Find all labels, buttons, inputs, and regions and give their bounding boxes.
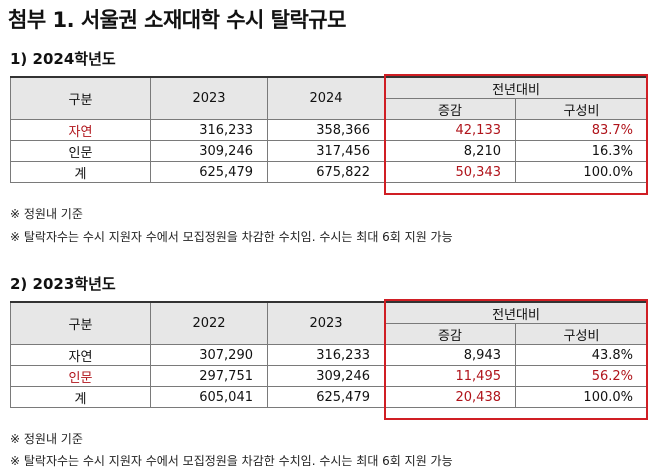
header-group: 전년대비 [384, 76, 648, 99]
table-row: 자연 316,233 358,366 42,133 83.7% [10, 119, 648, 141]
header-change: 증감 [384, 323, 516, 345]
header-year-b: 2023 [267, 301, 385, 345]
cell-change: 20,438 [384, 386, 516, 408]
row-label: 계 [10, 386, 151, 408]
cell-year-b: 358,366 [267, 119, 385, 141]
table-2024: 구분 2023 2024 전년대비 증감 구성비 자연 316,233 358,… [10, 76, 648, 183]
header-year-a: 2022 [150, 301, 268, 345]
cell-share: 83.7% [515, 119, 648, 141]
cell-year-b: 625,479 [267, 386, 385, 408]
cell-share: 16.3% [515, 140, 648, 162]
cell-year-a: 309,246 [150, 140, 268, 162]
table-2023: 구분 2022 2023 전년대비 증감 구성비 자연 307,290 316,… [10, 301, 648, 408]
note-definition: ※ 탈락자수는 수시 지원자 수에서 모집정원을 차감한 수치임. 수시는 최대… [10, 454, 453, 468]
cell-year-a: 297,751 [150, 365, 268, 387]
cell-change: 50,343 [384, 161, 516, 183]
note-basis: ※ 정원내 기준 [10, 432, 83, 446]
row-label: 인문 [10, 365, 151, 387]
table-row: 계 625,479 675,822 50,343 100.0% [10, 161, 648, 183]
row-label: 자연 [10, 344, 151, 366]
cell-year-b: 675,822 [267, 161, 385, 183]
cell-share: 43.8% [515, 344, 648, 366]
cell-change: 8,943 [384, 344, 516, 366]
cell-year-b: 309,246 [267, 365, 385, 387]
note-definition: ※ 탈락자수는 수시 지원자 수에서 모집정원을 차감한 수치임. 수시는 최대… [10, 230, 453, 244]
table-row: 계 605,041 625,479 20,438 100.0% [10, 386, 648, 408]
cell-share: 100.0% [515, 386, 648, 408]
header-category: 구분 [10, 301, 151, 345]
table-row: 자연 307,290 316,233 8,943 43.8% [10, 344, 648, 366]
row-label: 인문 [10, 140, 151, 162]
header-category: 구분 [10, 76, 151, 120]
header-share: 구성비 [515, 98, 648, 120]
header-share: 구성비 [515, 323, 648, 345]
header-year-a: 2023 [150, 76, 268, 120]
table-row: 인문 309,246 317,456 8,210 16.3% [10, 140, 648, 162]
cell-change: 8,210 [384, 140, 516, 162]
note-basis: ※ 정원내 기준 [10, 207, 83, 221]
header-group: 전년대비 [384, 301, 648, 324]
section-heading-2024: 1) 2024학년도 [10, 50, 116, 68]
cell-year-a: 605,041 [150, 386, 268, 408]
page-title: 첨부 1. 서울권 소재대학 수시 탈락규모 [8, 8, 346, 32]
row-label: 자연 [10, 119, 151, 141]
cell-change: 11,495 [384, 365, 516, 387]
section-heading-2023: 2) 2023학년도 [10, 275, 116, 293]
cell-year-b: 316,233 [267, 344, 385, 366]
cell-share: 56.2% [515, 365, 648, 387]
header-year-b: 2024 [267, 76, 385, 120]
cell-share: 100.0% [515, 161, 648, 183]
row-label: 계 [10, 161, 151, 183]
cell-year-b: 317,456 [267, 140, 385, 162]
cell-year-a: 316,233 [150, 119, 268, 141]
header-change: 증감 [384, 98, 516, 120]
cell-change: 42,133 [384, 119, 516, 141]
cell-year-a: 625,479 [150, 161, 268, 183]
table-row: 인문 297,751 309,246 11,495 56.2% [10, 365, 648, 387]
cell-year-a: 307,290 [150, 344, 268, 366]
